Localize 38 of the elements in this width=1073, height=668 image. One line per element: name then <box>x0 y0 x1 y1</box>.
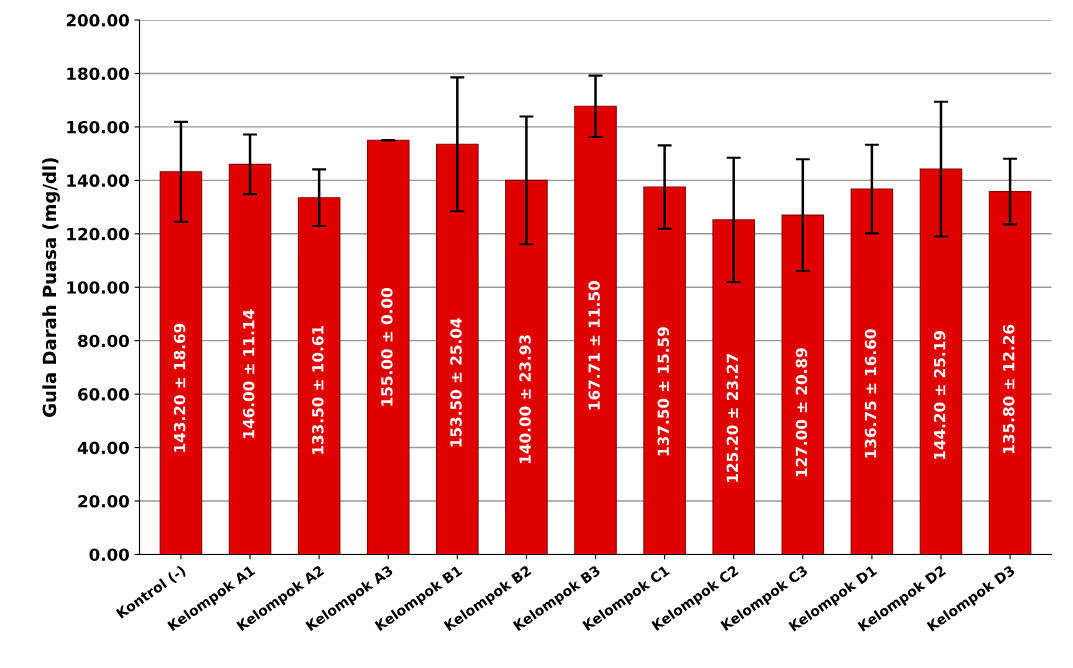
bar <box>850 188 894 555</box>
y-tick-label: 0.00 <box>89 548 129 562</box>
data-label: 140.00 ± 23.93 <box>519 335 531 463</box>
bar <box>228 163 272 555</box>
y-tick-label: 120.00 <box>67 227 129 241</box>
data-label: 135.80 ± 12.26 <box>1002 324 1015 454</box>
y-tick-label: 80.00 <box>78 334 129 348</box>
bar <box>366 139 410 555</box>
y-tick-label: 160.00 <box>67 120 129 134</box>
data-label: 136.75 ± 16.60 <box>864 329 877 458</box>
bar <box>919 168 963 555</box>
bar <box>781 214 825 555</box>
y-tick-label: 20.00 <box>78 494 129 508</box>
data-label: 125.20 ± 23.27 <box>726 354 739 482</box>
bar <box>988 191 1032 555</box>
data-label: 167.71 ± 11.50 <box>588 281 600 410</box>
y-tick-label: 140.00 <box>67 174 129 187</box>
bar <box>436 143 479 555</box>
bar <box>712 219 755 555</box>
bar <box>159 171 203 555</box>
data-label: 153.50 ± 25.04 <box>450 318 462 447</box>
data-label: 143.20 ± 18.69 <box>173 323 186 452</box>
data-label: 155.00 ± 0.00 <box>381 288 393 406</box>
data-label: 144.20 ± 25.19 <box>933 331 946 460</box>
bar <box>505 179 548 555</box>
data-label: 137.50 ± 15.59 <box>657 327 670 456</box>
data-label: 127.00 ± 20.89 <box>795 348 808 477</box>
bar <box>574 105 617 555</box>
y-tick-label: 40.00 <box>77 441 129 455</box>
data-label: 146.00 ± 11.14 <box>242 309 255 438</box>
y-tick-label: 60.00 <box>78 388 129 401</box>
y-tick-label: 180.00 <box>67 67 129 81</box>
y-axis-title: Gula Darah Puasa (mg/dl) <box>42 158 60 417</box>
y-tick-label: 100.00 <box>67 281 129 294</box>
bar <box>297 197 341 555</box>
bar <box>643 186 686 555</box>
y-tick-label: 200.00 <box>66 14 129 27</box>
data-label: 133.50 ± 10.61 <box>312 325 324 454</box>
